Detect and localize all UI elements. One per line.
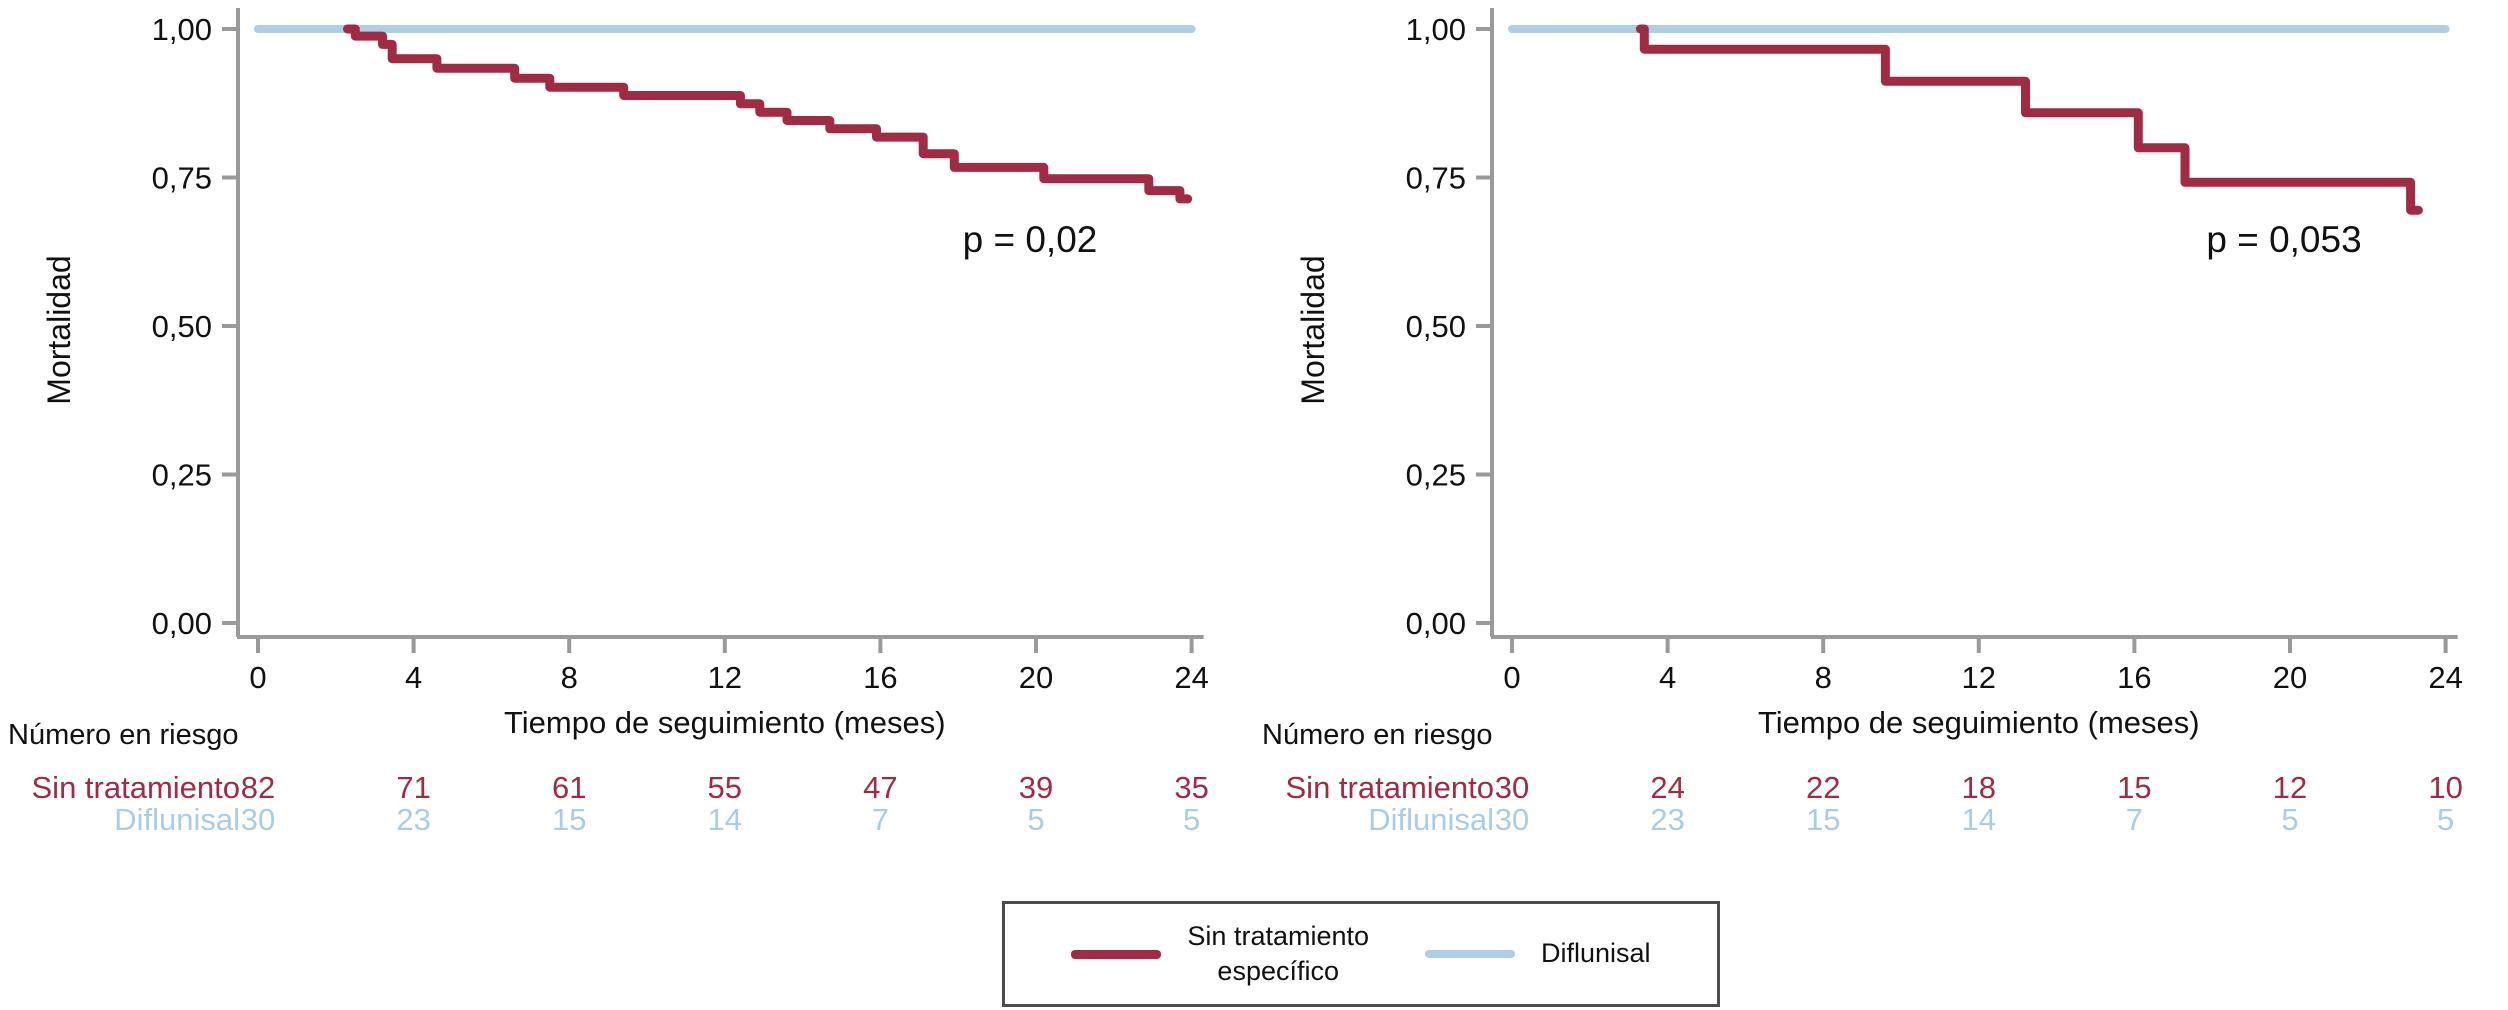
risk-count: 47	[863, 770, 897, 805]
p-value-label: p = 0,053	[2206, 219, 2361, 260]
x-axis-title: Tiempo de seguimiento (meses)	[1758, 705, 2200, 740]
y-tick-label: 0,75	[152, 161, 212, 196]
risk-count: 55	[708, 770, 742, 805]
x-tick-label: 12	[708, 660, 742, 695]
x-tick-label: 16	[2117, 660, 2151, 695]
x-tick-label: 4	[1659, 660, 1676, 695]
y-tick-label: 1,00	[1406, 12, 1466, 47]
risk-count: 15	[1806, 802, 1840, 837]
risk-count: 7	[872, 802, 889, 837]
legend: Sin tratamiento específico Diflunisal	[1002, 901, 1720, 1007]
risk-count: 10	[2428, 770, 2462, 805]
x-tick-label: 24	[2428, 660, 2462, 695]
risk-count: 12	[2273, 770, 2307, 805]
risk-count: 30	[1495, 802, 1529, 837]
risk-count: 5	[1183, 802, 1200, 837]
y-tick-label: 0,00	[152, 606, 212, 641]
risk-count: 24	[1650, 770, 1684, 805]
y-tick-label: 0,50	[1406, 309, 1466, 344]
x-tick-label: 12	[1962, 660, 1996, 695]
legend-label: Diflunisal	[1541, 938, 1651, 969]
legend-line-swatch	[1071, 949, 1162, 959]
km-plot-left: 1,00 0,75 0,50 0,25 0,00 0 4 8 12 16 20 24 Mortalida…	[8, 8, 1209, 837]
p-value-label: p = 0,02	[963, 219, 1098, 260]
risk-count: 15	[552, 802, 586, 837]
risk-count: 23	[1650, 802, 1684, 837]
legend-line-swatch	[1425, 950, 1516, 958]
y-axis-title: Mortalidad	[1295, 255, 1331, 404]
y-tick-label: 0,25	[152, 458, 212, 493]
km-panel-right: 1,00 0,75 0,50 0,25 0,00 0 4 8 12 16 20 24 Mortalida…	[1254, 0, 2508, 900]
risk-count: 7	[2126, 802, 2143, 837]
risk-row-label: Sin tratamiento	[32, 770, 241, 805]
risk-count: 14	[1962, 802, 1996, 837]
y-tick-label: 0,50	[152, 309, 212, 344]
risk-count: 71	[396, 770, 430, 805]
risk-count: 5	[2437, 802, 2454, 837]
y-tick-label: 0,00	[1406, 606, 1466, 641]
y-tick-label: 0,25	[1406, 458, 1466, 493]
y-tick-label: 1,00	[152, 12, 212, 47]
sin-tratamiento-curve	[1635, 24, 2423, 215]
risk-table-header: Número en riesgo	[8, 719, 239, 751]
risk-count: 22	[1806, 770, 1840, 805]
legend-item-diflunisal: Diflunisal	[1425, 936, 1651, 971]
x-tick-label: 20	[2273, 660, 2307, 695]
x-tick-label: 4	[405, 660, 422, 695]
legend-label: Sin tratamiento específico	[1187, 920, 1370, 986]
risk-count: 82	[241, 770, 275, 805]
x-axis-title: Tiempo de seguimiento (meses)	[504, 705, 946, 740]
risk-count: 14	[708, 802, 742, 837]
x-tick-label: 16	[863, 660, 897, 695]
x-tick-label: 0	[1503, 660, 1520, 695]
x-tick-label: 8	[1815, 660, 1832, 695]
x-tick-label: 20	[1019, 660, 1053, 695]
risk-row-label: Diflunisal	[1368, 802, 1494, 837]
risk-count: 5	[2281, 802, 2298, 837]
sin-tratamiento-curve	[343, 24, 1193, 204]
x-tick-label: 8	[561, 660, 578, 695]
risk-count: 5	[1027, 802, 1044, 837]
risk-count: 35	[1174, 770, 1208, 805]
risk-row-label: Sin tratamiento	[1286, 770, 1495, 805]
y-tick-label: 0,75	[1406, 161, 1466, 196]
risk-count: 39	[1019, 770, 1053, 805]
km-panel-left: 1,00 0,75 0,50 0,25 0,00 0 4 8 12 16 20 24 Mortalida…	[0, 0, 1254, 900]
risk-count: 23	[396, 802, 430, 837]
risk-count: 18	[1962, 770, 1996, 805]
risk-count: 30	[241, 802, 275, 837]
risk-count: 61	[552, 770, 586, 805]
risk-table-header: Número en riesgo	[1262, 719, 1493, 751]
legend-item-sin-tratamiento: Sin tratamiento específico	[1071, 919, 1369, 989]
y-axis-title: Mortalidad	[41, 255, 77, 404]
risk-count: 15	[2117, 770, 2151, 805]
x-tick-label: 24	[1174, 660, 1208, 695]
x-tick-label: 0	[249, 660, 266, 695]
risk-row-label: Diflunisal	[114, 802, 240, 837]
km-plot-right: 1,00 0,75 0,50 0,25 0,00 0 4 8 12 16 20 24 Mortalida…	[1262, 8, 2463, 837]
risk-count: 30	[1495, 770, 1529, 805]
